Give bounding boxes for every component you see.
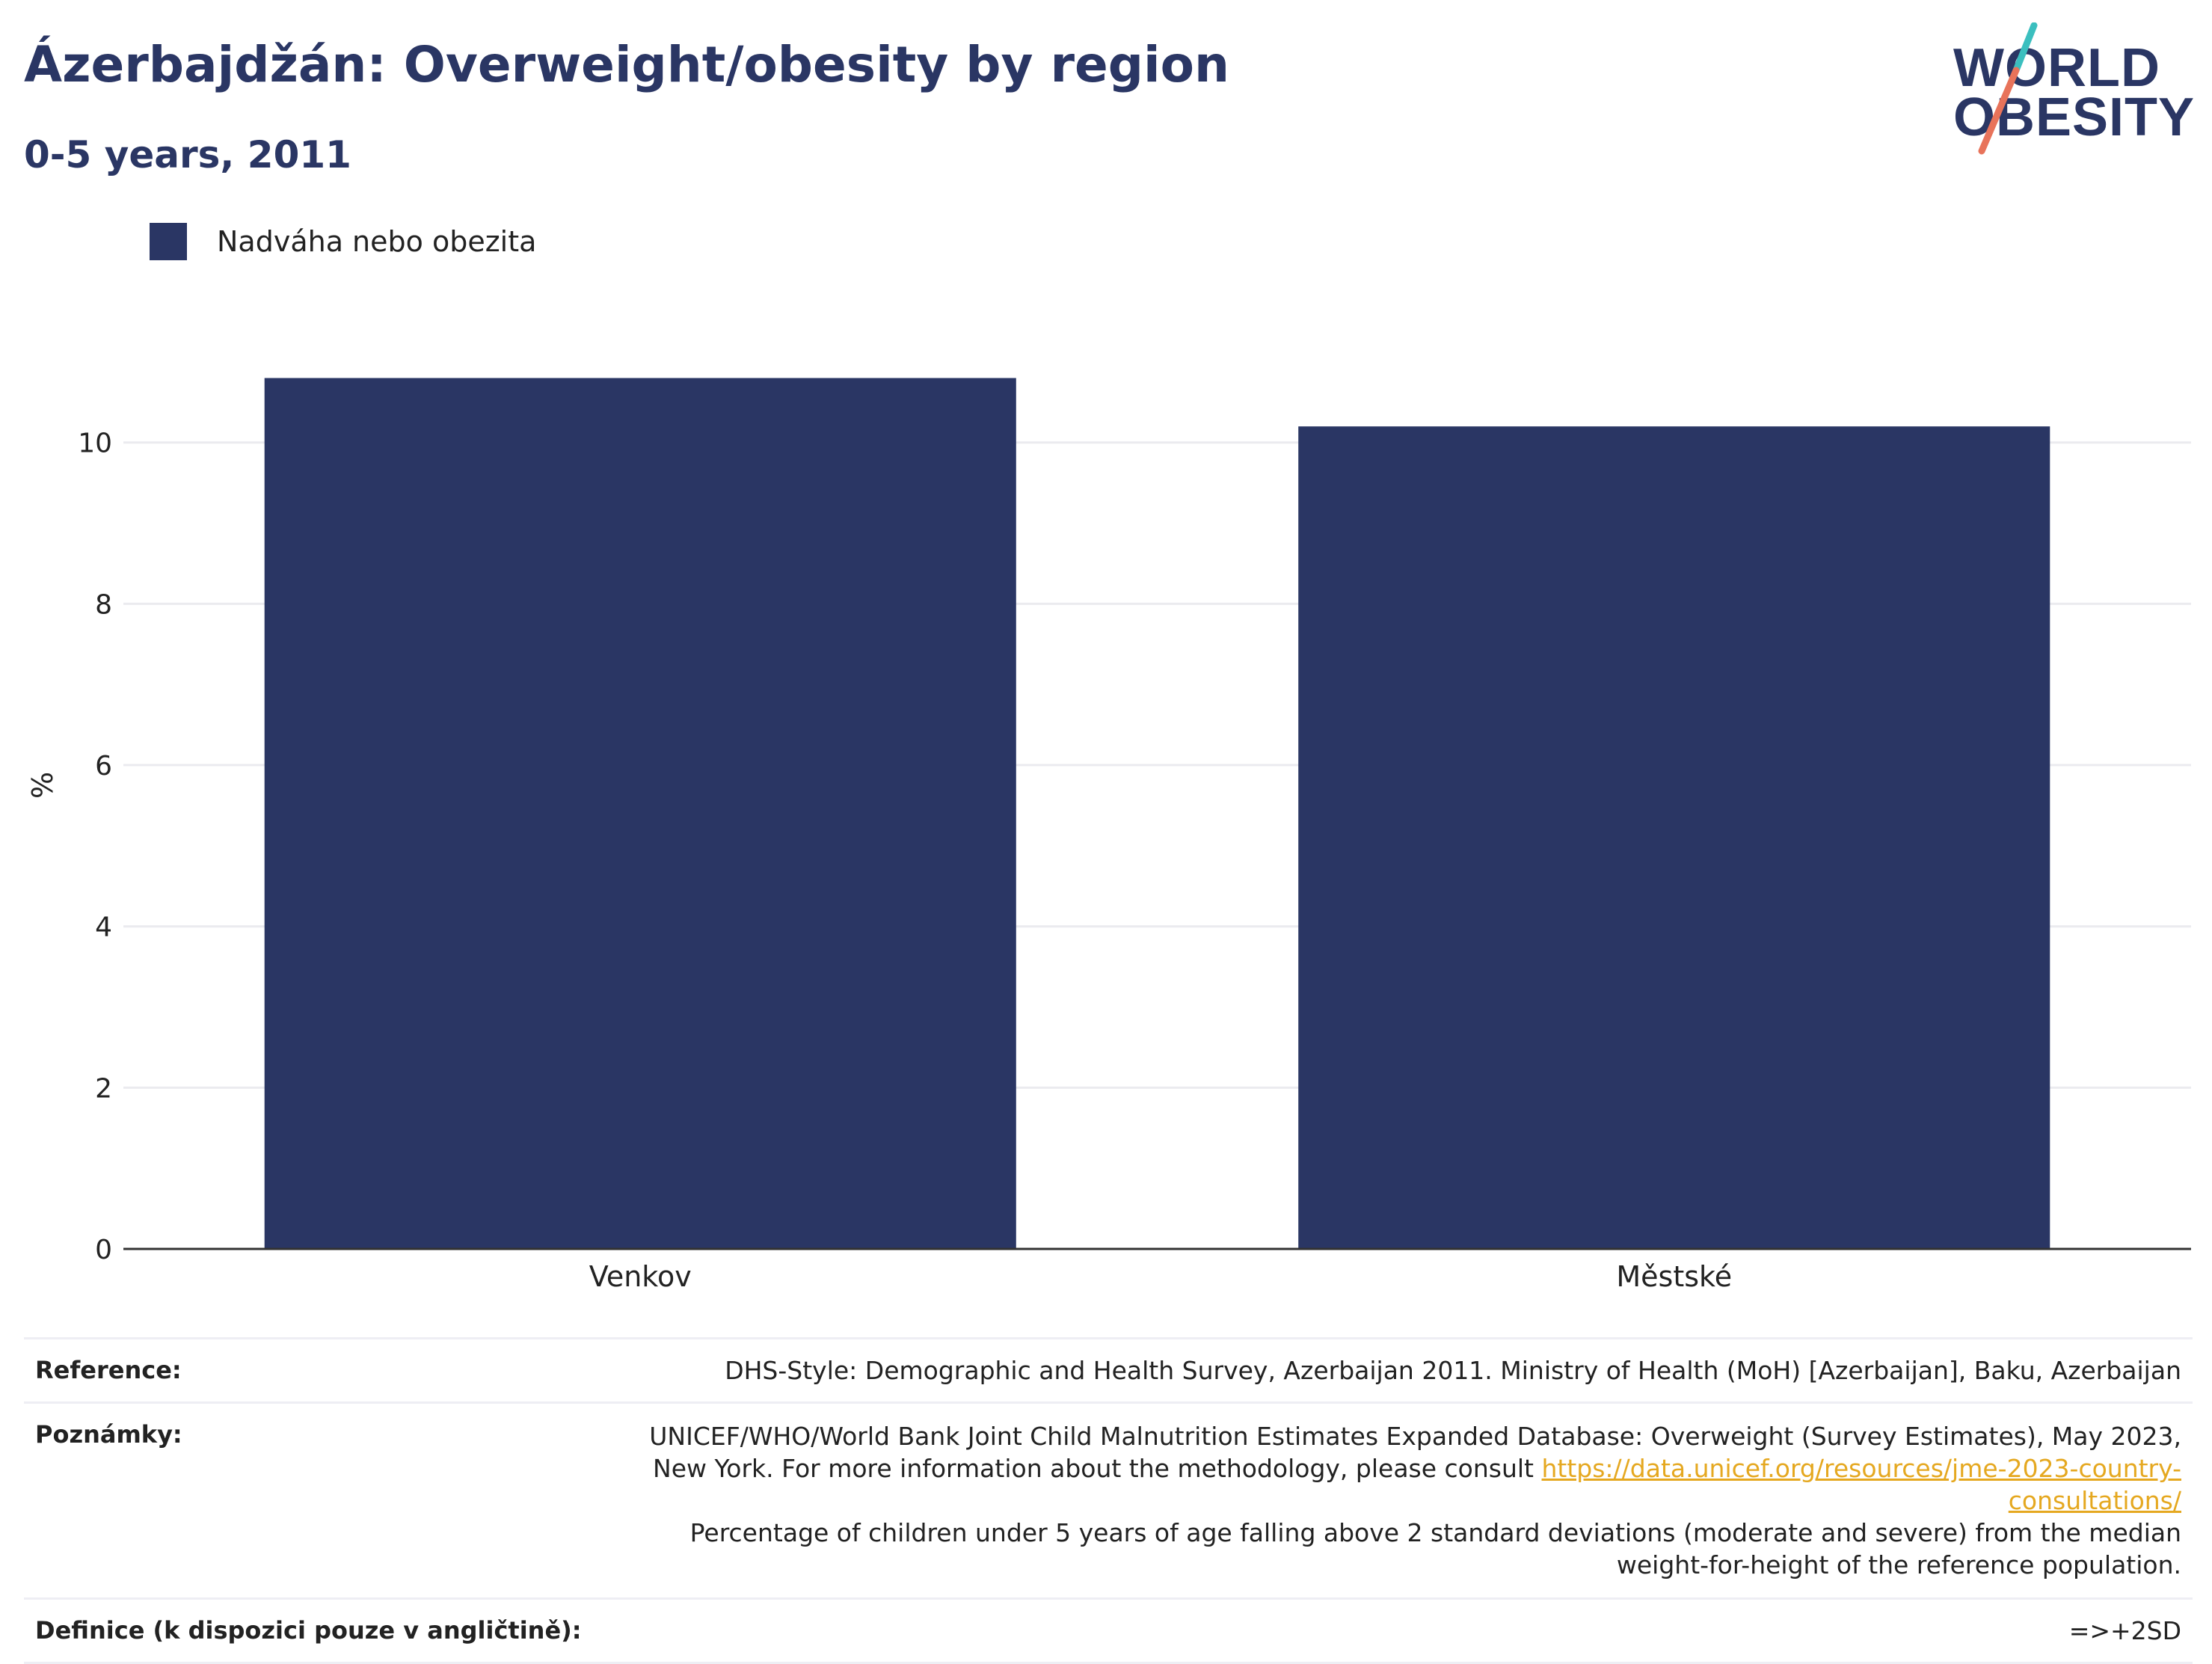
- logo-text-world: WORLD: [1953, 38, 2160, 98]
- legend-swatch: [150, 223, 187, 260]
- notes-table: Reference: DHS-Style: Demographic and He…: [24, 1337, 2193, 1664]
- notes-value: UNICEF/WHO/World Bank Joint Child Malnut…: [626, 1420, 2181, 1581]
- y-tick-label: 10: [78, 429, 112, 459]
- notes-row: Poznámky: UNICEF/WHO/World Bank Joint Ch…: [24, 1401, 2193, 1597]
- reference-row: Reference: DHS-Style: Demographic and He…: [24, 1337, 2193, 1401]
- notes-text-1: UNICEF/WHO/World Bank Joint Child Malnut…: [649, 1422, 2181, 1483]
- reference-key: Reference:: [35, 1356, 182, 1384]
- legend: Nadváha nebo obezita: [150, 223, 536, 260]
- y-tick-label: 4: [95, 912, 112, 943]
- reference-value: DHS-Style: Demographic and Health Survey…: [725, 1356, 2181, 1385]
- y-tick-label: 0: [95, 1235, 112, 1265]
- notes-text-2: Percentage of children under 5 years of …: [689, 1518, 2181, 1579]
- x-tick-label: Městské: [1616, 1260, 1732, 1293]
- y-tick-label: 2: [95, 1073, 112, 1104]
- definition-row: Definice (k dispozici pouze v angličtině…: [24, 1597, 2193, 1664]
- world-obesity-logo: WORLD OBESITY: [1944, 22, 2199, 157]
- chart-subtitle: 0-5 years, 2011: [24, 133, 351, 176]
- notes-key: Poznámky:: [35, 1420, 182, 1449]
- bar-chart: 0 2 4 6 8 10 Venkov Městské%: [26, 378, 2191, 1293]
- definition-value: =>+2SD: [2068, 1616, 2181, 1645]
- y-tick-label: 8: [95, 589, 112, 620]
- x-tick-label: Venkov: [589, 1260, 692, 1293]
- chart-title: Ázerbajdžán: Overweight/obesity by regio…: [24, 36, 1230, 93]
- y-axis-title: %: [26, 772, 59, 799]
- y-tick-label: 6: [95, 751, 112, 782]
- methodology-link[interactable]: https://data.unicef.org/resources/jme-20…: [1541, 1454, 2182, 1515]
- bar: [1298, 426, 2050, 1250]
- definition-key: Definice (k dispozici pouze v angličtině…: [35, 1616, 582, 1645]
- bar: [264, 378, 1016, 1249]
- logo-slash-icon: [1978, 22, 2038, 155]
- legend-label: Nadváha nebo obezita: [217, 225, 537, 258]
